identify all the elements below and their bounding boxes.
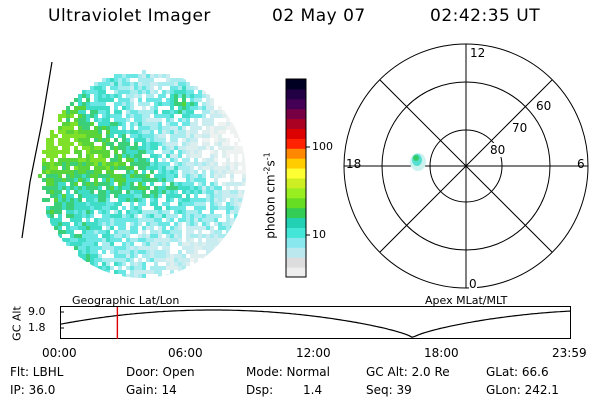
gcalt-info: GC Alt: 2.0 Re bbox=[366, 365, 450, 379]
gain-info: Gain: 14 bbox=[126, 383, 177, 397]
mode-info: Mode: Normal bbox=[246, 365, 330, 379]
colorbar-tick-100: 100 bbox=[312, 140, 333, 153]
seq-info: Seq: 39 bbox=[366, 383, 412, 397]
limb-line bbox=[21, 61, 53, 239]
dsp-info-label: Dsp: bbox=[246, 383, 274, 397]
time-label: 02:42:35 UT bbox=[430, 6, 541, 26]
alt-tick-low: 1.8 bbox=[28, 321, 46, 334]
polar-grid bbox=[343, 43, 589, 289]
mlt-label-0: 0 bbox=[469, 277, 477, 291]
auroral-image bbox=[21, 61, 246, 278]
door-info: Door: Open bbox=[126, 365, 195, 379]
alt-ylabel: GC Alt bbox=[10, 306, 24, 341]
x-tick-0000: 00:00 bbox=[42, 346, 77, 360]
apex-label: Apex MLat/MLT bbox=[425, 294, 508, 307]
ip-info: IP: 36.0 bbox=[10, 383, 56, 397]
colorbar-tick-10: 10 bbox=[312, 228, 326, 241]
glon-info: GLon: 242.1 bbox=[486, 383, 559, 397]
x-tick-1800: 18:00 bbox=[424, 346, 459, 360]
instrument-title: Ultraviolet Imager bbox=[48, 6, 211, 26]
colorbar bbox=[285, 78, 310, 278]
mlt-label-18: 18 bbox=[346, 157, 362, 171]
x-tick-2359: 23:59 bbox=[552, 346, 587, 360]
alt-tick-high: 9.0 bbox=[28, 305, 46, 318]
x-tick-0600: 06:00 bbox=[168, 346, 203, 360]
geographic-label: Geographic Lat/Lon bbox=[72, 294, 180, 307]
altitude-strip bbox=[59, 306, 571, 339]
mlt-label-6: 6 bbox=[577, 157, 585, 171]
glat-info: GLat: 66.6 bbox=[486, 365, 549, 379]
lat-label-70: 70 bbox=[512, 121, 528, 135]
colorbar-label: photon cm-2s-1 bbox=[262, 152, 278, 239]
lat-label-80: 80 bbox=[490, 143, 506, 157]
date-label: 02 May 07 bbox=[272, 6, 366, 26]
dsp-info-value: 1.4 bbox=[303, 383, 323, 397]
lat-label-60: 60 bbox=[536, 99, 552, 113]
flt-info: Flt: LBHL bbox=[10, 365, 64, 379]
x-tick-1200: 12:00 bbox=[296, 346, 331, 360]
mlt-label-12: 12 bbox=[470, 46, 486, 60]
